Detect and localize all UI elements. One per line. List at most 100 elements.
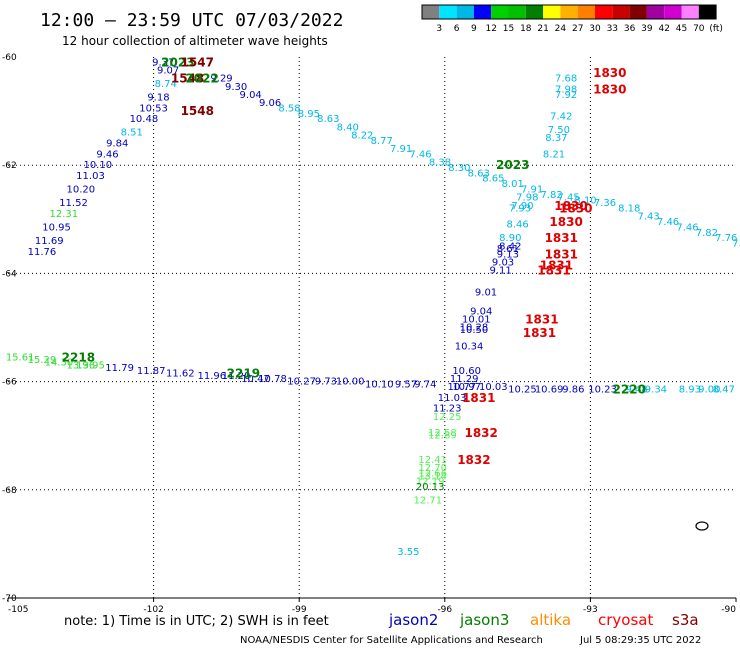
data-point-label: 10.00 [336, 377, 365, 388]
data-point-label: 7.82 [540, 190, 562, 201]
colorbar-label: 12 [485, 24, 496, 34]
time-label: 2218 [62, 350, 95, 364]
data-point-label: 8.90 [499, 233, 521, 244]
y-tick-label: -70 [2, 594, 17, 604]
data-point-label: 8.77 [371, 136, 393, 147]
data-point-label: 7.82 [696, 228, 718, 239]
data-point-label: 7.76 [715, 233, 737, 244]
data-point-label: 8.63 [317, 114, 339, 125]
data-point-label: 7.45 [557, 193, 579, 204]
data-point-label: 11.79 [105, 363, 134, 374]
colorbar-swatch [595, 5, 613, 19]
colorbar-swatch [439, 5, 457, 19]
y-tick-label: -60 [2, 53, 17, 63]
data-point-label: 11.20 [222, 371, 251, 382]
data-point-label: 12.19 [416, 477, 445, 488]
data-point-label: 13.14 [418, 471, 447, 482]
data-point-label: 8.51 [121, 128, 143, 139]
footer-note: note: 1) Time is in UTC; 2) SWH is in fe… [64, 614, 329, 629]
data-point-label: 12.58 [428, 428, 457, 439]
data-point-label: 13.96 [66, 360, 95, 371]
colorbar-swatch [681, 5, 699, 19]
data-point-label: 8.01 [502, 179, 524, 190]
data-point-label: 10.47 [241, 374, 270, 385]
time-label: 2023 [496, 158, 529, 172]
grid [8, 57, 736, 599]
data-point-label: 8.21 [543, 149, 565, 160]
x-tick-label: -90 [721, 605, 736, 615]
time-label: 1831 [537, 264, 570, 278]
data-point-label: 12.41 [418, 455, 447, 466]
data-points: 9.379.078.749.1810.5310.488.519.849.4610… [6, 57, 740, 558]
time-label: 1832 [464, 426, 497, 440]
data-point-label: 10.78 [258, 374, 287, 385]
colorbar-label: 18 [520, 24, 532, 34]
axis-ticks: -105 -102 -99 -96 -93 -90 -60 -62 -64 -66 -68 -70 [2, 53, 737, 615]
data-point-label: 12.25 [433, 412, 462, 423]
data-point-label: 7.98 [516, 193, 538, 204]
colorbar-swatch [525, 5, 544, 19]
data-point-label: 7.46 [676, 222, 698, 233]
data-point-label: 10.97 [452, 382, 481, 393]
data-point-label: 9.37 [152, 57, 174, 68]
data-point-label: 7.90 [511, 201, 533, 212]
colorbar-label: 3 [436, 24, 442, 34]
legend-item-altika: altika [530, 611, 571, 629]
data-point-label: 8.95 [298, 109, 320, 120]
data-point-label: 9.04 [240, 90, 262, 101]
data-point-label: 8.40 [337, 122, 359, 133]
time-label: 1831 [545, 231, 578, 245]
island-outline [695, 521, 709, 531]
data-point-label: 10.27 [287, 377, 316, 388]
colorbar-swatch [456, 5, 474, 19]
data-point-label: 11.03 [438, 393, 467, 404]
data-point-label: 9.18 [147, 93, 169, 104]
data-point-label: 13.95 [76, 360, 105, 371]
data-point-label: 9.13 [497, 249, 519, 260]
data-point-label: 8.30 [448, 163, 470, 174]
data-point-label: 10.20 [66, 185, 95, 196]
time-label: 1831 [462, 391, 495, 405]
time-label: 1548 [171, 72, 204, 86]
colorbar-swatch [646, 5, 665, 19]
chart-title: 12:00 – 23:59 UTC 07/03/2022 [40, 10, 343, 31]
data-point-label: 8.58 [278, 103, 300, 114]
colorbar-label: 30 [589, 24, 601, 34]
time-label: 2220 [613, 383, 646, 397]
time-label: 2023 [161, 55, 194, 69]
data-point-label: 8.61 [497, 244, 519, 255]
x-tick-label: -99 [292, 605, 307, 615]
colorbar-label: 45 [676, 24, 687, 34]
data-point-label: 9.46 [96, 149, 118, 160]
colorbar-swatch [543, 5, 561, 19]
colorbar-label: 15 [503, 24, 514, 34]
data-point-label: 12.89 [428, 431, 457, 442]
chart-subtitle: 12 hour collection of altimeter wave hei… [62, 34, 328, 48]
data-point-label: 3.55 [397, 547, 419, 558]
data-point-label: 10.10 [83, 160, 112, 171]
time-label: 1548 [181, 104, 214, 118]
data-point-label: 10.50 [460, 325, 489, 336]
data-point-label: 9.86 [562, 385, 584, 396]
legend-item-cryosat: cryosat [598, 611, 653, 629]
data-point-label: 8.38 [429, 157, 451, 168]
colorbar-label: 27 [572, 24, 583, 34]
time-label: 2219 [227, 366, 260, 380]
data-point-label: 8.74 [155, 79, 177, 90]
data-point-label: 10.03 [479, 382, 508, 393]
data-point-label: 9.11 [489, 266, 511, 277]
data-point-label: 11.29 [450, 374, 479, 385]
data-point-label: 12.66 [418, 469, 447, 480]
colorbar-label: 21 [537, 24, 548, 34]
colorbar-label: 42 [658, 24, 669, 34]
data-point-label: 9.00 [698, 385, 720, 396]
colorbar-swatch [698, 5, 717, 19]
data-point-label: 11.96 [198, 371, 227, 382]
time-label: 1830 [593, 82, 626, 96]
data-point-label: 9.04 [470, 306, 492, 317]
data-point-label: 8.18 [618, 203, 640, 214]
colorbar-label: 6 [454, 24, 460, 34]
data-point-label: 8.47 [713, 385, 735, 396]
data-point-label: 7.91 [390, 144, 412, 155]
data-point-label: 9.74 [414, 379, 436, 390]
